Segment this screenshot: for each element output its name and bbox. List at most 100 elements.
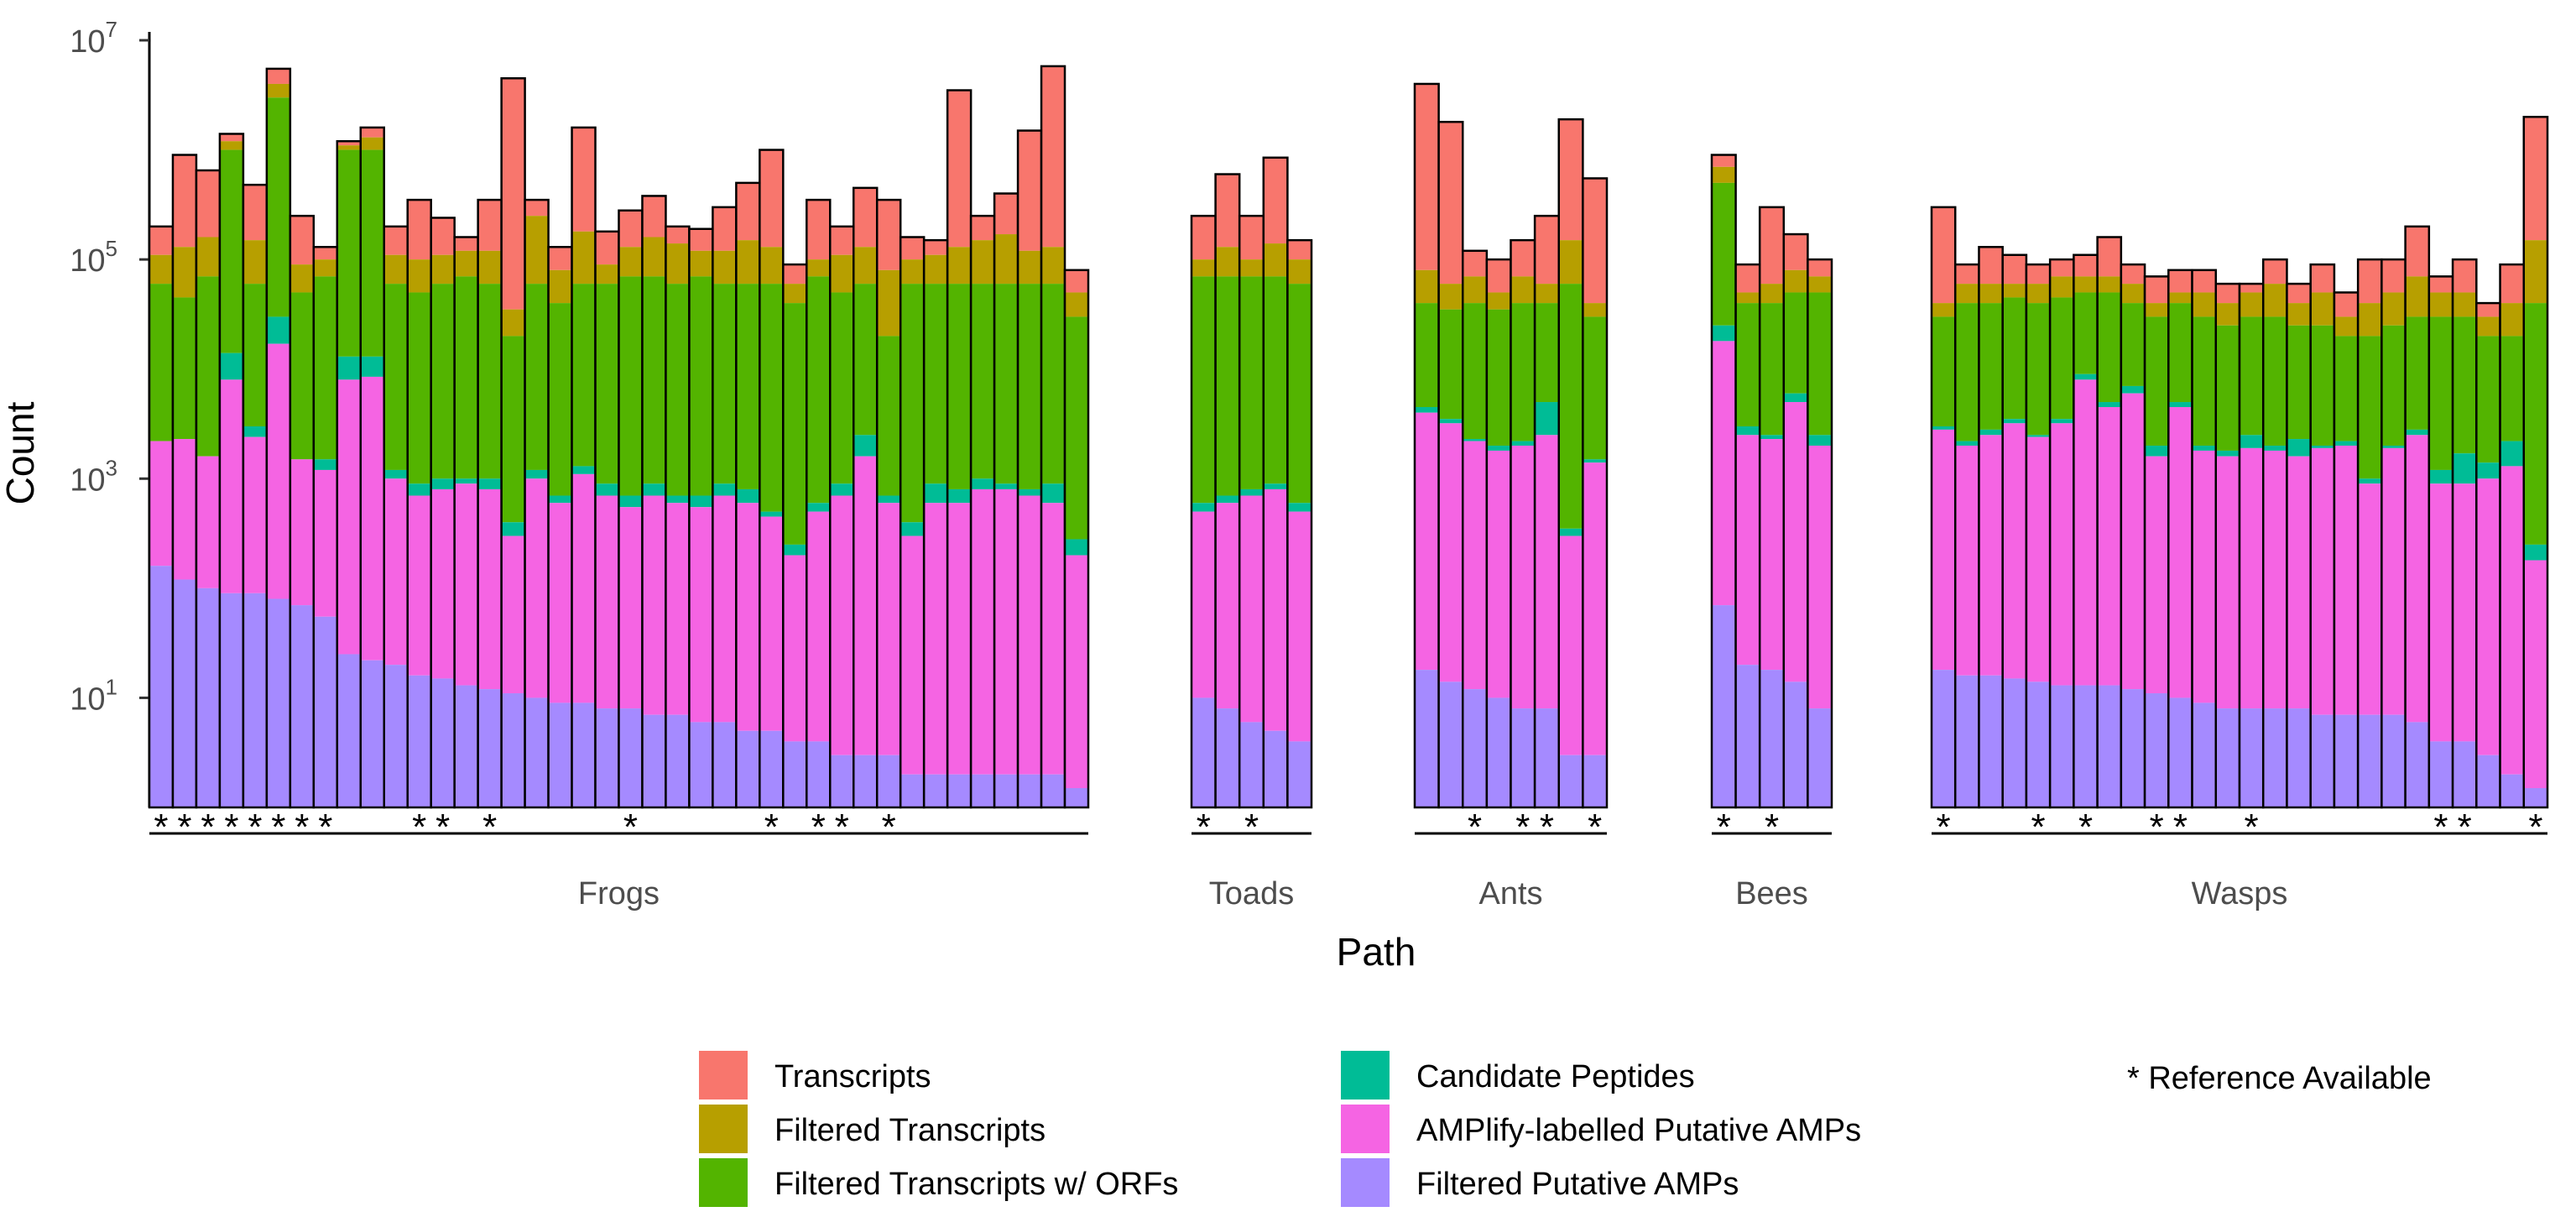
bar-segment bbox=[2215, 284, 2240, 304]
bar-stack bbox=[242, 183, 269, 809]
bar-segment bbox=[383, 665, 409, 807]
bar-stack bbox=[1557, 118, 1584, 809]
bar-segment bbox=[994, 284, 1019, 484]
bar-segment bbox=[2453, 292, 2477, 317]
bar-segment bbox=[2002, 419, 2027, 424]
bar-segment bbox=[571, 127, 597, 232]
bar-segment bbox=[2145, 456, 2169, 694]
bar-segment bbox=[548, 703, 573, 807]
bar-segment bbox=[1558, 528, 1583, 536]
bar-segment bbox=[830, 254, 854, 293]
reference-star: * bbox=[295, 807, 309, 848]
bar-segment bbox=[2050, 297, 2074, 420]
bar-segment bbox=[2263, 259, 2287, 285]
bar-stack bbox=[665, 225, 691, 809]
bar-outline bbox=[1063, 269, 1090, 809]
bar-segment bbox=[971, 774, 995, 807]
bar-stack bbox=[195, 169, 222, 809]
bar-segment bbox=[595, 483, 619, 496]
bar-stack bbox=[2475, 301, 2501, 809]
bar-segment bbox=[2026, 264, 2051, 285]
bar-segment bbox=[853, 435, 878, 457]
bar-stack bbox=[1510, 238, 1536, 809]
bar-segment bbox=[1807, 259, 1833, 277]
bar-segment bbox=[2405, 429, 2430, 436]
bar-segment bbox=[383, 284, 409, 470]
reference-star: * bbox=[2458, 807, 2472, 848]
y-tick-label: 105 bbox=[70, 236, 117, 279]
bar-layer bbox=[148, 65, 2549, 809]
bar-segment bbox=[2428, 276, 2453, 293]
bar-stack bbox=[1533, 214, 1560, 809]
bar-stack bbox=[477, 198, 503, 809]
reference-star: * bbox=[2433, 807, 2448, 848]
bar-segment bbox=[2120, 303, 2146, 386]
bar-segment bbox=[1239, 216, 1265, 260]
bar-segment bbox=[642, 196, 666, 238]
bar-outline bbox=[1286, 238, 1313, 809]
bar-segment bbox=[2287, 284, 2312, 304]
bar-segment bbox=[548, 495, 573, 504]
reference-star: * bbox=[1468, 807, 1482, 848]
bar-segment bbox=[1712, 605, 1737, 807]
bar-stack bbox=[148, 225, 175, 809]
bar-segment bbox=[783, 741, 807, 807]
bar-segment bbox=[2050, 419, 2074, 424]
bar-segment bbox=[2240, 708, 2264, 807]
bar-segment bbox=[2428, 741, 2453, 807]
bar-segment bbox=[1712, 182, 1737, 326]
bar-stack bbox=[2522, 116, 2549, 809]
bar-segment bbox=[1438, 423, 1463, 682]
legend-item: Filtered Transcripts bbox=[699, 1105, 1046, 1153]
bar-segment bbox=[1535, 216, 1560, 285]
bar-stack bbox=[782, 263, 808, 809]
bar-segment bbox=[618, 247, 643, 277]
bar-segment bbox=[1760, 670, 1785, 807]
reference-star: * bbox=[2150, 807, 2164, 848]
bar-segment bbox=[1760, 439, 1785, 671]
bar-segment bbox=[1735, 264, 1760, 293]
bar-segment bbox=[360, 127, 385, 138]
legend: Transcripts Filtered Transcripts Filtered … bbox=[699, 1051, 1861, 1207]
bar-segment bbox=[1558, 284, 1583, 529]
group-label: Frogs bbox=[578, 876, 660, 911]
bar-stack bbox=[735, 181, 761, 809]
bar-segment bbox=[2240, 316, 2264, 436]
bar-segment bbox=[595, 284, 619, 484]
bar-segment bbox=[2428, 316, 2453, 470]
bar-segment bbox=[2428, 469, 2453, 484]
reference-star: * bbox=[1540, 807, 1554, 848]
bar-segment bbox=[548, 503, 573, 703]
bar-segment bbox=[2145, 276, 2169, 304]
bar-segment bbox=[2263, 316, 2287, 446]
bar-segment bbox=[2263, 450, 2287, 709]
legend-label: Filtered Putative AMPs bbox=[1416, 1167, 1739, 1202]
bar-segment bbox=[736, 503, 760, 731]
bar-segment bbox=[289, 292, 315, 460]
bar-segment bbox=[759, 284, 784, 512]
bar-stack bbox=[383, 225, 409, 809]
y-axis: 101 103 105 107 bbox=[70, 17, 151, 807]
bar-segment bbox=[783, 555, 807, 742]
bar-segment bbox=[1287, 240, 1312, 260]
bar-segment bbox=[2240, 447, 2264, 709]
bar-segment bbox=[1263, 243, 1288, 277]
bar-segment bbox=[1438, 122, 1463, 285]
bar-segment bbox=[1486, 450, 1511, 698]
bar-segment bbox=[642, 276, 666, 484]
reference-star: * bbox=[482, 807, 497, 848]
bar-segment bbox=[2026, 682, 2051, 807]
bar-stack bbox=[1710, 154, 1737, 809]
bar-segment bbox=[1018, 774, 1042, 807]
bar-segment bbox=[430, 488, 456, 679]
bar-segment bbox=[830, 755, 854, 807]
bar-segment bbox=[1558, 240, 1583, 285]
bar-segment bbox=[2263, 708, 2287, 807]
bar-segment bbox=[1932, 426, 1956, 430]
bar-segment bbox=[266, 598, 291, 807]
reference-star: * bbox=[2078, 807, 2093, 848]
bar-segment bbox=[2310, 447, 2335, 715]
bar-segment bbox=[219, 593, 244, 807]
legend-label: Filtered Transcripts w/ ORFs bbox=[774, 1167, 1178, 1202]
bar-segment bbox=[430, 217, 456, 255]
